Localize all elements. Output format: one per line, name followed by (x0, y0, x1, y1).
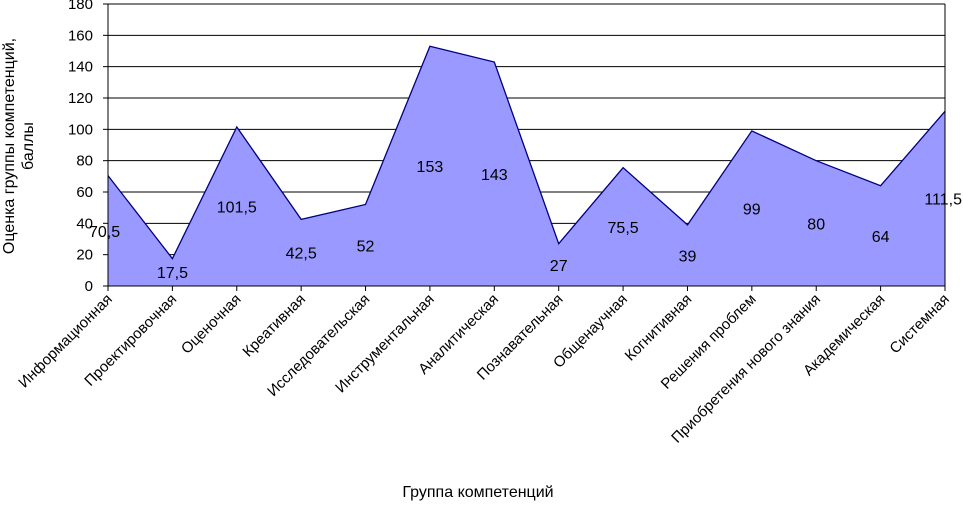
area-series (107, 45, 946, 286)
data-label: 42,5 (286, 246, 317, 263)
x-category-label: Оценочная (178, 291, 245, 358)
y-tick-label: 160 (68, 27, 93, 44)
data-label: 101,5 (217, 200, 257, 217)
y-tick-label: 140 (68, 59, 93, 76)
data-label: 80 (807, 216, 825, 233)
data-label: 153 (417, 159, 444, 176)
y-tick-label: 120 (68, 90, 93, 107)
data-labels: 70,5 17,5 101,5 42,5 52 153 143 27 75,5 39 99 80 64 1… (89, 159, 962, 282)
data-label: 17,5 (157, 265, 188, 282)
data-label: 52 (357, 238, 375, 255)
x-category-labels: ИнформационнаяПроектировочнаяОценочнаяКр… (15, 291, 952, 447)
data-label: 143 (481, 167, 508, 184)
data-label: 111,5 (924, 192, 962, 209)
y-tick-label: 20 (76, 247, 93, 264)
data-label: 39 (679, 248, 697, 265)
y-tick-label: 100 (68, 121, 93, 138)
y-tick-label: 180 (68, 0, 93, 13)
data-label: 99 (743, 201, 761, 218)
y-axis-title-line-1: Оценка группы компетенций, (1, 38, 18, 254)
data-label: 75,5 (608, 220, 639, 237)
y-tick-label: 0 (85, 278, 93, 295)
data-label: 27 (550, 258, 568, 275)
y-tick-label: 40 (76, 215, 93, 232)
y-tick-label: 80 (76, 153, 93, 170)
x-category-label: Системная (886, 291, 952, 357)
area-fill (108, 46, 945, 286)
y-tick-labels: 0 20 40 60 80 100 120 140 160 180 (68, 0, 93, 295)
y-axis-title-line-2: баллы (20, 122, 37, 170)
x-category-label: Креативная (239, 291, 309, 361)
data-label: 64 (872, 229, 890, 246)
y-tick-label: 60 (76, 184, 93, 201)
area-outline (107, 45, 946, 260)
axes (103, 3, 946, 291)
x-axis-title: Группа компетенций (402, 484, 553, 501)
data-label: 70,5 (89, 224, 120, 241)
